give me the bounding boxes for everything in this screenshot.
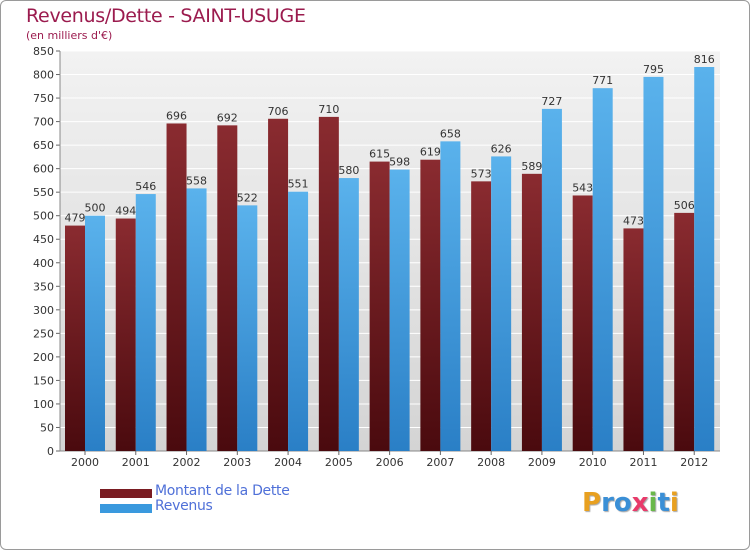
bar-revenus <box>186 188 207 452</box>
data-label-dette: 710 <box>318 103 339 116</box>
y-tick-label: 300 <box>33 304 54 317</box>
chart-title: Revenus/Dette - SAINT-USUGE <box>26 5 306 27</box>
x-tick-label: 2007 <box>426 456 454 469</box>
data-label-dette: 473 <box>623 214 644 227</box>
x-tick-label: 2000 <box>71 456 99 469</box>
data-label-dette: 692 <box>217 111 238 124</box>
data-label-dette: 619 <box>420 146 441 159</box>
x-tick-label: 2003 <box>223 456 251 469</box>
data-label-revenus: 522 <box>237 191 258 204</box>
data-label-dette: 573 <box>471 167 492 180</box>
bar-revenus <box>135 194 156 451</box>
data-label-revenus: 771 <box>592 74 613 87</box>
bar-dette <box>65 225 85 451</box>
x-tick-label: 2011 <box>629 456 657 469</box>
bar-revenus <box>85 215 105 451</box>
data-label-dette: 506 <box>674 199 695 212</box>
bar-dette <box>115 218 136 451</box>
x-tick-label: 2006 <box>376 456 404 469</box>
data-label-dette: 479 <box>65 212 86 225</box>
y-tick-label: 850 <box>33 45 54 58</box>
chart-subtitle: (en milliers d'€) <box>26 29 113 42</box>
logo-letter: o <box>613 488 632 518</box>
bar-dette <box>623 228 644 451</box>
y-tick-label: 800 <box>33 69 54 82</box>
data-label-revenus: 580 <box>338 164 359 177</box>
bar-dette <box>572 195 593 451</box>
bar-dette <box>268 118 289 451</box>
y-tick-label: 0 <box>47 445 54 458</box>
y-tick-label: 100 <box>33 398 54 411</box>
data-label-revenus: 658 <box>440 127 461 140</box>
data-label-revenus: 816 <box>694 53 715 66</box>
logo-letter: r <box>601 488 614 518</box>
legend-label-revenus: Revenus <box>155 498 213 514</box>
legend-label-dette: Montant de la Dette <box>155 483 290 499</box>
data-label-revenus: 546 <box>135 180 156 193</box>
y-tick-label: 600 <box>33 163 54 176</box>
bar-revenus <box>389 169 410 451</box>
bar-dette <box>471 181 492 451</box>
bar-revenus <box>694 67 715 451</box>
x-tick-label: 2009 <box>528 456 556 469</box>
y-tick-label: 50 <box>40 421 54 434</box>
bar-dette <box>420 159 441 452</box>
y-tick-label: 250 <box>33 327 54 340</box>
data-label-dette: 494 <box>115 205 136 218</box>
bar-dette <box>217 125 238 452</box>
legend-swatch-dette <box>100 489 152 498</box>
bar-dette <box>318 116 339 451</box>
data-label-dette: 696 <box>166 109 187 122</box>
y-tick-label: 400 <box>33 257 54 270</box>
data-label-revenus: 558 <box>186 174 207 187</box>
bar-dette <box>369 161 390 451</box>
data-label-revenus: 551 <box>288 178 309 191</box>
y-tick-label: 750 <box>33 92 54 105</box>
bar-dette <box>521 173 542 451</box>
logo-letter: i <box>648 488 658 518</box>
bar-revenus <box>440 141 461 451</box>
y-tick-label: 550 <box>33 186 54 199</box>
data-label-revenus: 500 <box>85 202 106 215</box>
y-tick-label: 500 <box>33 210 54 223</box>
bar-revenus <box>643 76 664 451</box>
data-label-revenus: 795 <box>643 63 664 76</box>
legend-swatch-revenus <box>100 504 152 513</box>
y-tick-label: 650 <box>33 139 54 152</box>
bar-revenus <box>237 205 258 451</box>
data-label-revenus: 598 <box>389 156 410 169</box>
x-tick-label: 2001 <box>122 456 150 469</box>
bar-dette <box>166 123 187 452</box>
data-label-revenus: 626 <box>491 142 512 155</box>
data-label-dette: 589 <box>521 160 542 173</box>
data-label-dette: 615 <box>369 148 390 161</box>
proxiti-logo: Proxiti <box>582 488 679 518</box>
x-tick-label: 2005 <box>325 456 353 469</box>
bar-revenus <box>592 88 613 452</box>
data-label-dette: 706 <box>268 105 289 118</box>
logo-letter: P <box>582 488 602 518</box>
y-tick-label: 350 <box>33 280 54 293</box>
bar-revenus <box>541 108 562 451</box>
bar-revenus <box>288 191 309 452</box>
x-tick-label: 2010 <box>579 456 607 469</box>
y-tick-label: 150 <box>33 374 54 387</box>
y-tick-label: 450 <box>33 233 54 246</box>
logo-letter: x <box>631 488 649 518</box>
y-tick-label: 700 <box>33 116 54 129</box>
bar-dette <box>674 212 695 451</box>
x-tick-label: 2012 <box>680 456 708 469</box>
bar-revenus <box>338 178 359 451</box>
data-label-revenus: 727 <box>541 95 562 108</box>
x-tick-label: 2008 <box>477 456 505 469</box>
data-label-dette: 543 <box>572 181 593 194</box>
y-tick-label: 200 <box>33 351 54 364</box>
bar-revenus <box>491 156 512 452</box>
x-tick-label: 2002 <box>173 456 201 469</box>
logo-letter: i <box>669 488 679 518</box>
x-tick-label: 2004 <box>274 456 302 469</box>
logo-letter: t <box>657 488 670 518</box>
